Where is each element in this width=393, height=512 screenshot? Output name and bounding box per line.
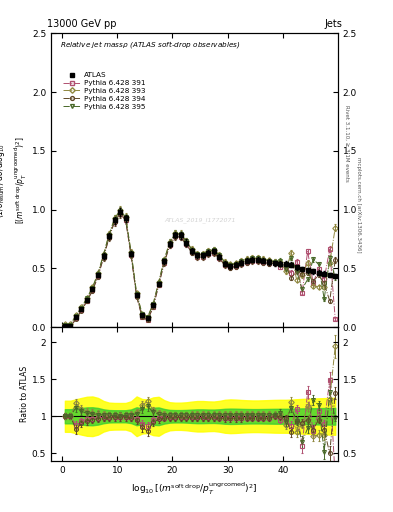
Text: mcplots.cern.ch [arXiv:1306.3436]: mcplots.cern.ch [arXiv:1306.3436] xyxy=(356,157,361,252)
Text: Rivet 3.1.10, ≥ 3.1M events: Rivet 3.1.10, ≥ 3.1M events xyxy=(344,105,349,182)
Text: Relative jet mass$\rho$ (ATLAS soft-drop observables): Relative jet mass$\rho$ (ATLAS soft-drop… xyxy=(60,39,241,50)
Text: Jets: Jets xyxy=(324,19,342,29)
Legend: ATLAS, Pythia 6.428 391, Pythia 6.428 393, Pythia 6.428 394, Pythia 6.428 395: ATLAS, Pythia 6.428 391, Pythia 6.428 39… xyxy=(63,72,146,110)
Y-axis label: $(1/\sigma_\mathrm{resum})\ \mathrm{d}\sigma/\mathrm{d}\log_{10}$
$[(m^\mathrm{s: $(1/\sigma_\mathrm{resum})\ \mathrm{d}\s… xyxy=(0,136,29,224)
X-axis label: $\log_{10}[(m^{\mathrm{soft\ drop}}/p_T^{\mathrm{ungroomed}})^2]$: $\log_{10}[(m^{\mathrm{soft\ drop}}/p_T^… xyxy=(131,480,258,497)
Text: 13000 GeV pp: 13000 GeV pp xyxy=(47,19,117,29)
Text: ATLAS_2019_I1772071: ATLAS_2019_I1772071 xyxy=(165,218,236,223)
Y-axis label: Ratio to ATLAS: Ratio to ATLAS xyxy=(20,366,29,422)
